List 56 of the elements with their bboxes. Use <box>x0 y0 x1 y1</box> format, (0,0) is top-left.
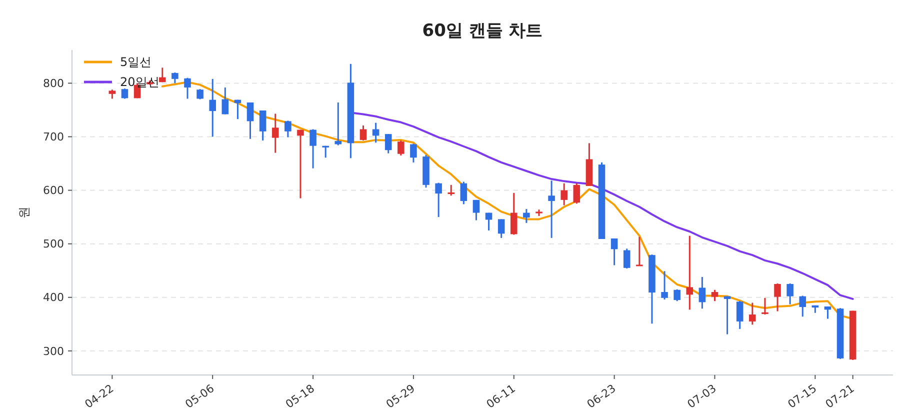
candlestick <box>246 102 254 140</box>
candlestick <box>749 302 756 326</box>
candlestick <box>448 184 455 196</box>
candlestick <box>623 248 630 270</box>
candlestick <box>786 282 794 306</box>
candlestick <box>360 124 367 142</box>
candlestick <box>824 306 832 320</box>
candlestick <box>510 192 518 236</box>
y-tick-label: 300 <box>43 344 64 358</box>
candlestick <box>384 133 392 154</box>
candlestick <box>523 208 530 224</box>
candlestick <box>498 218 505 239</box>
candlestick <box>184 77 191 100</box>
candlestick <box>284 120 292 138</box>
candlestick <box>172 72 178 84</box>
candlestick <box>410 142 417 164</box>
candlestick <box>121 88 128 100</box>
candlestick <box>674 288 680 302</box>
candlestick <box>774 282 781 312</box>
candlestick <box>560 182 568 206</box>
candlestick <box>548 180 555 239</box>
candlestick <box>196 88 204 100</box>
candlestick <box>222 86 229 115</box>
candlestick <box>636 236 643 267</box>
candlestick <box>610 238 618 266</box>
legend-label: 20일선 <box>120 75 160 90</box>
candlestick <box>334 102 342 146</box>
legend-label: 5일선 <box>120 55 152 70</box>
candlestick <box>398 140 404 156</box>
y-tick-label: 800 <box>43 77 64 90</box>
candlestick <box>158 66 166 83</box>
y-tick-label: 400 <box>43 291 64 304</box>
chart-title: 60일 캔들 차트 <box>422 21 543 41</box>
candlestick <box>272 112 279 154</box>
candlestick <box>736 300 744 330</box>
candlestick <box>661 270 668 300</box>
candlestick <box>297 129 304 200</box>
candlestick <box>472 199 480 222</box>
candlestick <box>460 180 468 205</box>
candlestick <box>573 182 580 204</box>
candlestick <box>686 235 694 310</box>
candlestick <box>711 289 718 302</box>
candlestick <box>310 128 316 170</box>
candlestick <box>372 122 380 144</box>
candlestick <box>108 88 116 100</box>
candlestick <box>698 276 706 310</box>
candlestick <box>259 110 266 142</box>
y-tick-label: 700 <box>43 130 64 144</box>
y-axis-title: 원 <box>17 206 31 218</box>
y-tick-label: 500 <box>43 238 64 251</box>
candlestick <box>762 297 768 316</box>
candlestick <box>435 182 442 218</box>
y-tick-label: 600 <box>43 184 64 198</box>
candlestick <box>209 78 216 138</box>
candlestick <box>799 295 806 318</box>
candlestick <box>234 99 242 120</box>
